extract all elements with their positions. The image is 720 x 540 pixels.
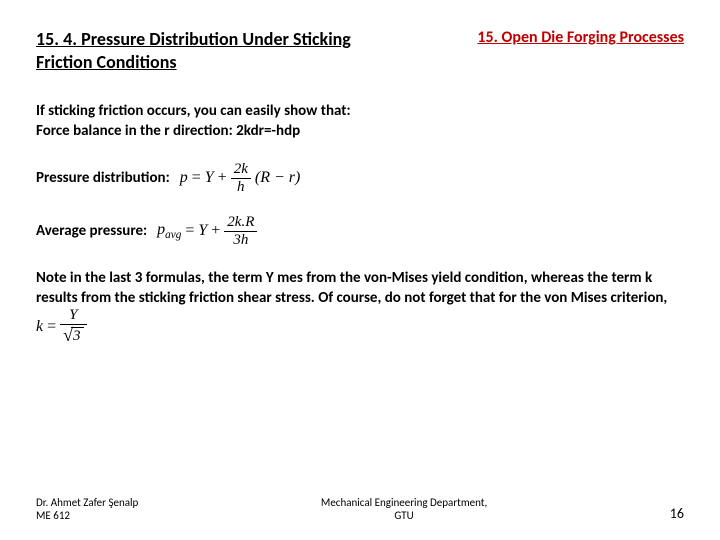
sticking-line-2: Force balance in the r direction: 2kdr=-… [36, 121, 684, 141]
avg-equation: pavg = Y + 2k.R 3h [157, 215, 257, 248]
avg-frac-den: 3h [224, 232, 257, 248]
eq-equals: = [192, 167, 201, 189]
footer: Dr. Ahmet Zafer Şenalp ME 612 Mechanical… [36, 496, 684, 522]
avg-sub: avg [165, 229, 181, 241]
sqrt-value: 3 [71, 327, 84, 344]
avg-frac-num: 2k.R [224, 215, 257, 232]
avg-label: Average pressure: [36, 221, 147, 241]
author-name: Dr. Ahmet Zafer Şenalp [36, 496, 138, 509]
avg-equals: = [185, 220, 194, 242]
course-code: ME 612 [36, 509, 138, 522]
k-fraction: Y √ 3 [60, 308, 86, 345]
eq-plus: + [218, 167, 227, 189]
slide-container: 15. 4. Pressure Distribution Under Stick… [0, 0, 720, 540]
k-equation: k = Y √ 3 [36, 308, 87, 345]
sqrt-icon: √ 3 [63, 326, 83, 344]
footer-left: Dr. Ahmet Zafer Şenalp ME 612 [36, 496, 138, 522]
avg-p: pavg [157, 219, 181, 243]
sticking-line-1: If sticking friction occurs, you can eas… [36, 101, 684, 121]
k-var: k [36, 316, 43, 338]
department-line-2: GTU [321, 509, 487, 522]
footer-center: Mechanical Engineering Department, GTU [321, 496, 487, 522]
avg-plus: + [211, 220, 220, 242]
pressure-label: Pressure distribution: [36, 168, 170, 188]
header: 15. 4. Pressure Distribution Under Stick… [36, 28, 684, 73]
eq-frac-num: 2k [231, 162, 251, 179]
average-pressure-row: Average pressure: pavg = Y + 2k.R 3h [36, 215, 684, 248]
body-content: If sticking friction occurs, you can eas… [36, 101, 684, 345]
k-frac-num: Y [60, 308, 86, 325]
page-number: 16 [670, 505, 684, 522]
chapter-title: 15. Open Die Forging Processes [477, 28, 684, 47]
sticking-friction-block: If sticking friction occurs, you can eas… [36, 101, 684, 142]
eq-frac-den: h [231, 179, 251, 195]
pressure-distribution-row: Pressure distribution: p = Y + 2k h (R −… [36, 162, 684, 195]
note-paragraph: Note in the last 3 formulas, the term Y … [36, 268, 684, 346]
note-text: Note in the last 3 formulas, the term Y … [36, 269, 667, 307]
k-equals: = [47, 316, 56, 338]
eq-paren: (R − r) [255, 167, 300, 189]
avg-Y: Y [198, 220, 207, 242]
eq-p: p [180, 167, 188, 189]
section-title: 15. 4. Pressure Distribution Under Stick… [36, 28, 356, 73]
k-frac-den: √ 3 [60, 325, 86, 345]
eq-Y: Y [205, 167, 214, 189]
pressure-equation: p = Y + 2k h (R − r) [180, 162, 301, 195]
eq-fraction: 2k h [231, 162, 251, 195]
avg-fraction: 2k.R 3h [224, 215, 257, 248]
department-line-1: Mechanical Engineering Department, [321, 496, 487, 509]
